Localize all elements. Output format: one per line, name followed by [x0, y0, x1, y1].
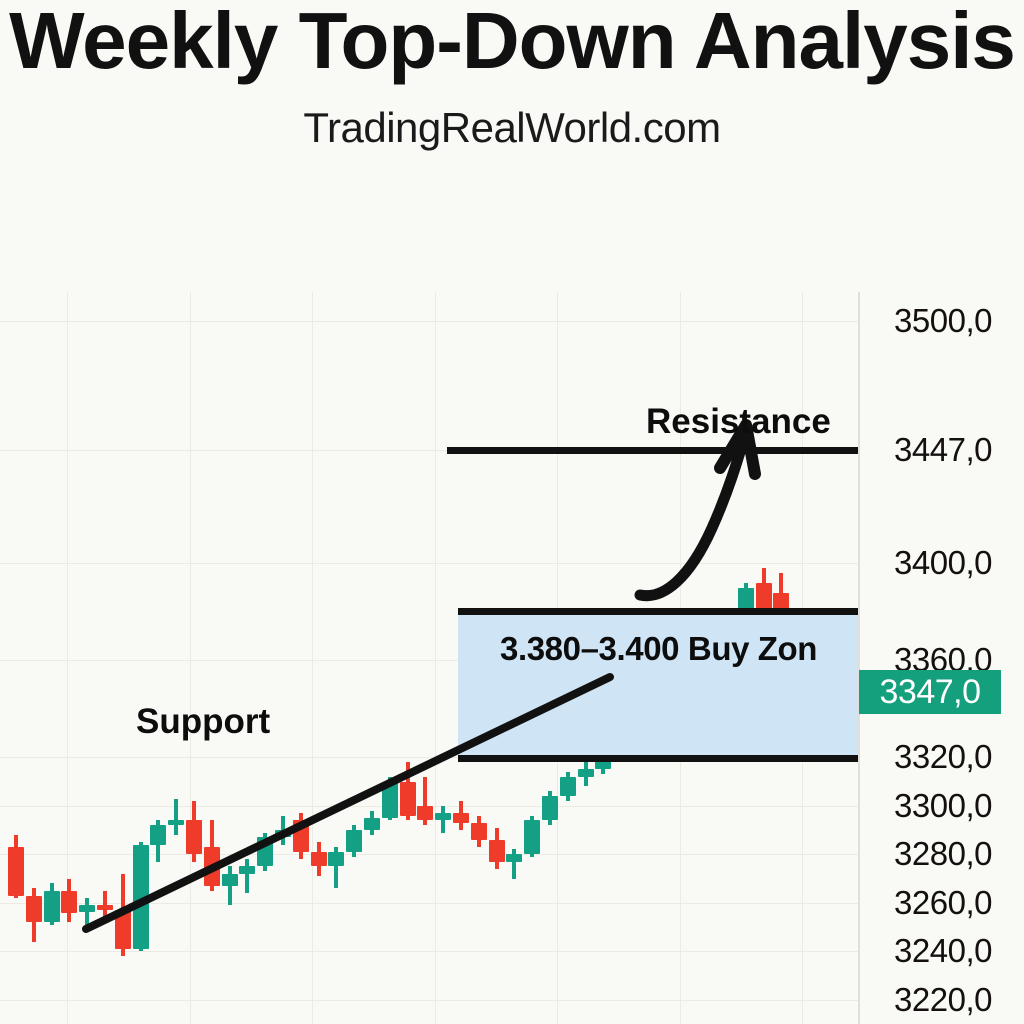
gridline-horizontal [0, 563, 858, 564]
candlestick-body [328, 851, 345, 867]
price-axis-tick: 3500,0 [894, 302, 992, 340]
candlestick-body [506, 854, 523, 862]
chart-header: Weekly Top-Down Analysis TradingRealWorl… [0, 0, 1024, 152]
price-axis-tick: 3320,0 [894, 738, 992, 776]
support-trendline [82, 673, 614, 933]
candlestick-body [221, 873, 238, 886]
candlestick-body [524, 820, 541, 855]
page-title: Weekly Top-Down Analysis [9, 0, 1016, 85]
gridline-horizontal [0, 854, 858, 855]
candlestick-body [132, 844, 149, 949]
up-arrow-icon [634, 419, 761, 602]
support-label: Support [136, 702, 271, 741]
price-axis-tick: 3220,0 [894, 980, 992, 1018]
candlestick-body [488, 839, 505, 862]
candlestick-body [168, 820, 185, 826]
candlestick-wick [227, 866, 232, 906]
candlestick-body [453, 813, 469, 823]
buy-zone-label: 3.380–3.400 Buy Zon [500, 629, 818, 667]
candlestick-wick [85, 897, 90, 930]
candlestick-body [435, 813, 452, 821]
candlestick-wick [512, 849, 517, 879]
resistance-line [447, 446, 858, 454]
candlestick-body [8, 847, 24, 896]
current-price-badge[interactable]: 3347,0 [859, 669, 1001, 714]
gridline-horizontal [0, 951, 858, 952]
price-axis-tick: 3240,0 [894, 932, 992, 970]
gridline-horizontal [0, 321, 858, 322]
candlestick-plot-area: Resistance Support 3.380–3.400 Buy Zon [0, 292, 858, 1024]
annotation-overlay-layer: Resistance Support 3.380–3.400 Buy Zon [0, 292, 858, 1024]
gridline-vertical [435, 292, 436, 1024]
gridline-vertical [312, 292, 313, 1024]
price-axis[interactable]: 3500,0 3447,0 3400,0 3360,0 3347,0 3320,0 3300… [858, 292, 1024, 1024]
gridline-horizontal [0, 450, 858, 451]
candlestick-body [346, 830, 363, 852]
candlestick-body [61, 890, 78, 913]
candlestick-body [150, 825, 167, 845]
candlestick-body [97, 905, 113, 911]
price-axis-tick: 3300,0 [894, 786, 992, 824]
candlestick-body [186, 820, 202, 855]
candlestick-wick [334, 847, 339, 889]
gridline-horizontal [0, 757, 858, 758]
price-axis-tick: 3400,0 [894, 544, 992, 582]
buy-zone-top-line [458, 607, 858, 615]
gridline-horizontal [0, 1000, 858, 1001]
page-subtitle: TradingRealWorld.com [303, 104, 721, 152]
buy-zone-band [458, 611, 858, 758]
candlestick-body [25, 895, 42, 923]
candlestick-body [577, 769, 594, 777]
candlestick-body [364, 817, 380, 831]
gridline-horizontal [0, 903, 858, 904]
candlestick-body [43, 890, 60, 923]
candlestick-body [310, 851, 327, 867]
candlestick-wick [245, 859, 250, 894]
candlestick-body [399, 781, 416, 816]
price-axis-tick: 3280,0 [894, 835, 992, 873]
resistance-label: Resistance [646, 401, 831, 441]
candlestick-body [417, 805, 434, 821]
price-axis-tick: 3447,0 [894, 430, 992, 468]
candlestick-body [470, 822, 487, 840]
candlestick-wick [423, 776, 428, 826]
candlestick-body [79, 905, 96, 913]
candlestick-body [381, 781, 398, 818]
candlestick-body [559, 776, 576, 797]
candlestick-body [114, 910, 131, 949]
gridline-vertical [190, 292, 191, 1024]
gridline-horizontal [0, 660, 858, 661]
candlestick-body [239, 866, 256, 874]
candlestick-body [542, 796, 558, 821]
buy-zone-bottom-line [458, 755, 858, 763]
price-axis-tick: 3260,0 [894, 883, 992, 921]
gridline-vertical [67, 292, 68, 1024]
candlestick-wick [174, 798, 179, 835]
